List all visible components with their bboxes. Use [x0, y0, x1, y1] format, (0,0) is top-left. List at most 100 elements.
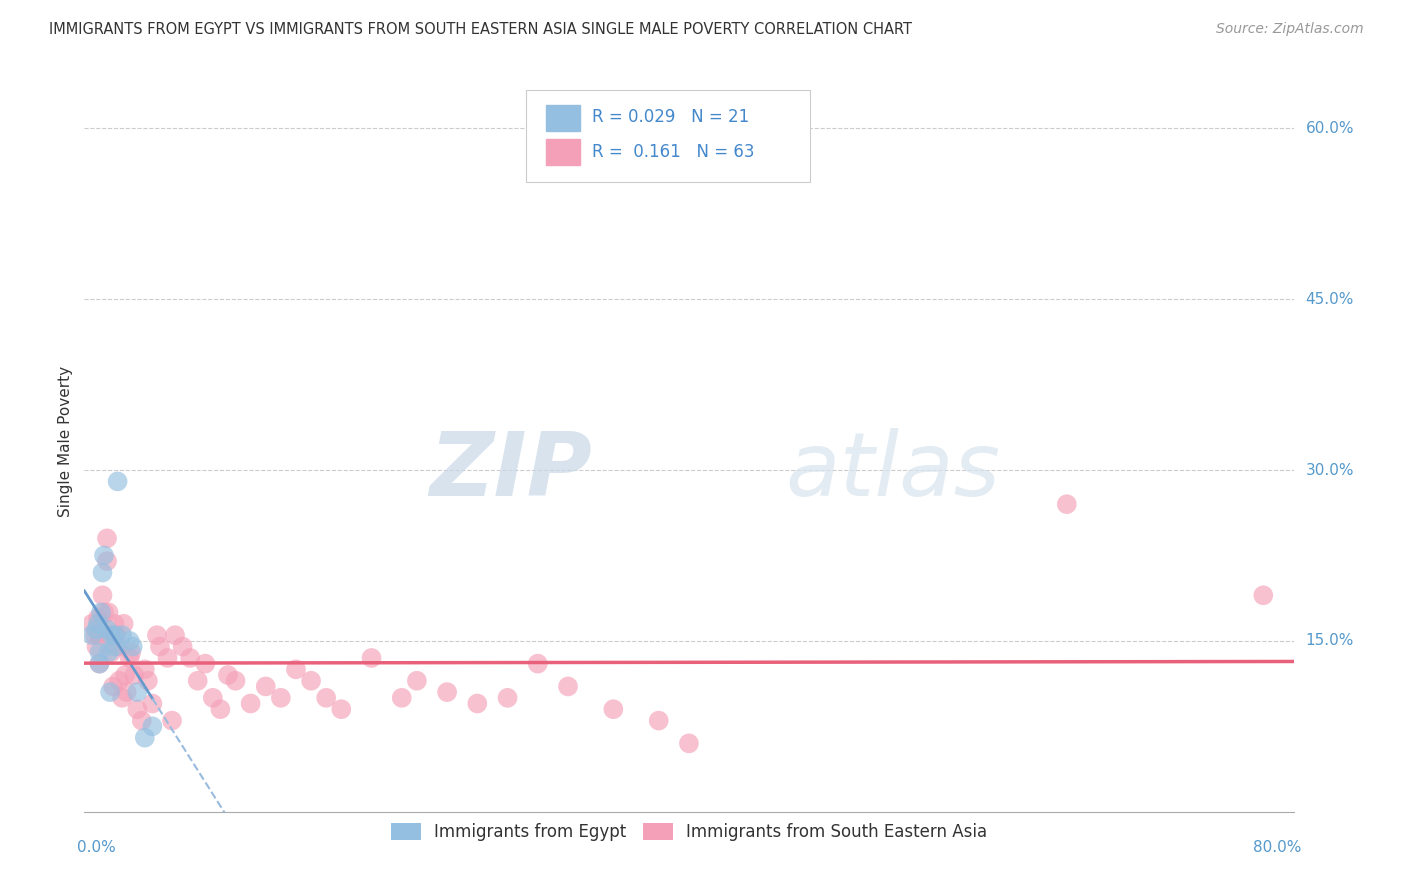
Point	[436, 685, 458, 699]
Point	[93, 606, 115, 620]
Point	[134, 662, 156, 676]
Text: 30.0%: 30.0%	[1306, 463, 1354, 477]
Point	[678, 736, 700, 750]
Point	[134, 731, 156, 745]
Point	[118, 651, 141, 665]
Point	[194, 657, 217, 671]
Point	[89, 645, 111, 659]
Point	[86, 640, 108, 654]
Point	[100, 645, 122, 659]
Point	[89, 628, 111, 642]
Point	[112, 616, 135, 631]
Point	[496, 690, 519, 705]
Text: IMMIGRANTS FROM EGYPT VS IMMIGRANTS FROM SOUTH EASTERN ASIA SINGLE MALE POVERTY : IMMIGRANTS FROM EGYPT VS IMMIGRANTS FROM…	[49, 22, 912, 37]
Point	[86, 623, 108, 637]
Point	[118, 633, 141, 648]
Point	[98, 628, 121, 642]
Point	[315, 690, 337, 705]
Point	[160, 714, 183, 728]
Point	[141, 697, 163, 711]
Point	[648, 714, 671, 728]
Point	[1253, 588, 1275, 602]
Point	[270, 690, 292, 705]
Point	[96, 554, 118, 568]
Point	[201, 690, 224, 705]
Text: 80.0%: 80.0%	[1253, 840, 1301, 855]
Point	[136, 673, 159, 688]
Point	[91, 588, 114, 602]
Text: 60.0%: 60.0%	[1306, 120, 1354, 136]
Point	[115, 685, 138, 699]
Point	[111, 690, 134, 705]
Point	[254, 680, 277, 694]
Point	[527, 657, 550, 671]
Point	[209, 702, 232, 716]
Y-axis label: Single Male Poverty: Single Male Poverty	[58, 366, 73, 517]
Text: R = 0.029   N = 21: R = 0.029 N = 21	[592, 108, 749, 127]
Point	[141, 719, 163, 733]
Point	[187, 673, 209, 688]
Point	[90, 606, 112, 620]
Point	[360, 651, 382, 665]
Point	[391, 690, 413, 705]
Text: atlas: atlas	[786, 428, 1001, 514]
Text: 45.0%: 45.0%	[1306, 292, 1354, 307]
Point	[89, 657, 111, 671]
Bar	[547, 139, 581, 165]
Text: Source: ZipAtlas.com: Source: ZipAtlas.com	[1216, 22, 1364, 37]
Legend: Immigrants from Egypt, Immigrants from South Eastern Asia: Immigrants from Egypt, Immigrants from S…	[384, 816, 994, 847]
Point	[84, 628, 107, 642]
Text: ZIP: ZIP	[429, 427, 592, 515]
Point	[121, 640, 143, 654]
Point	[127, 685, 149, 699]
Point	[127, 702, 149, 716]
FancyBboxPatch shape	[526, 90, 810, 183]
Point	[96, 623, 118, 637]
Point	[100, 628, 122, 642]
Point	[149, 640, 172, 654]
Point	[122, 668, 145, 682]
Point	[105, 628, 128, 642]
Point	[165, 628, 187, 642]
Point	[406, 673, 429, 688]
Text: R =  0.161   N = 63: R = 0.161 N = 63	[592, 143, 755, 161]
Point	[104, 628, 127, 642]
Point	[97, 606, 120, 620]
Point	[107, 475, 129, 489]
Point	[111, 628, 134, 642]
Point	[97, 645, 120, 659]
Point	[108, 673, 131, 688]
Point	[156, 651, 179, 665]
Point	[98, 685, 121, 699]
Point	[172, 640, 194, 654]
Point	[80, 628, 103, 642]
Point	[557, 680, 579, 694]
Point	[80, 616, 103, 631]
Point	[217, 668, 239, 682]
Point	[330, 702, 353, 716]
Point	[104, 640, 127, 654]
Point	[87, 611, 110, 625]
Point	[131, 714, 153, 728]
Point	[179, 651, 201, 665]
Point	[107, 640, 129, 654]
Point	[239, 697, 262, 711]
Point	[101, 680, 124, 694]
Point	[602, 702, 624, 716]
Point	[91, 566, 114, 580]
Text: 15.0%: 15.0%	[1306, 633, 1354, 648]
Point	[1056, 497, 1078, 511]
Point	[467, 697, 489, 711]
Point	[114, 668, 136, 682]
Text: 0.0%: 0.0%	[77, 840, 115, 855]
Point	[299, 673, 322, 688]
Point	[104, 616, 127, 631]
Point	[146, 628, 169, 642]
Point	[93, 549, 115, 563]
Point	[225, 673, 247, 688]
Point	[89, 657, 111, 671]
Point	[96, 532, 118, 546]
Point	[87, 616, 110, 631]
Point	[120, 645, 142, 659]
Bar	[547, 104, 581, 130]
